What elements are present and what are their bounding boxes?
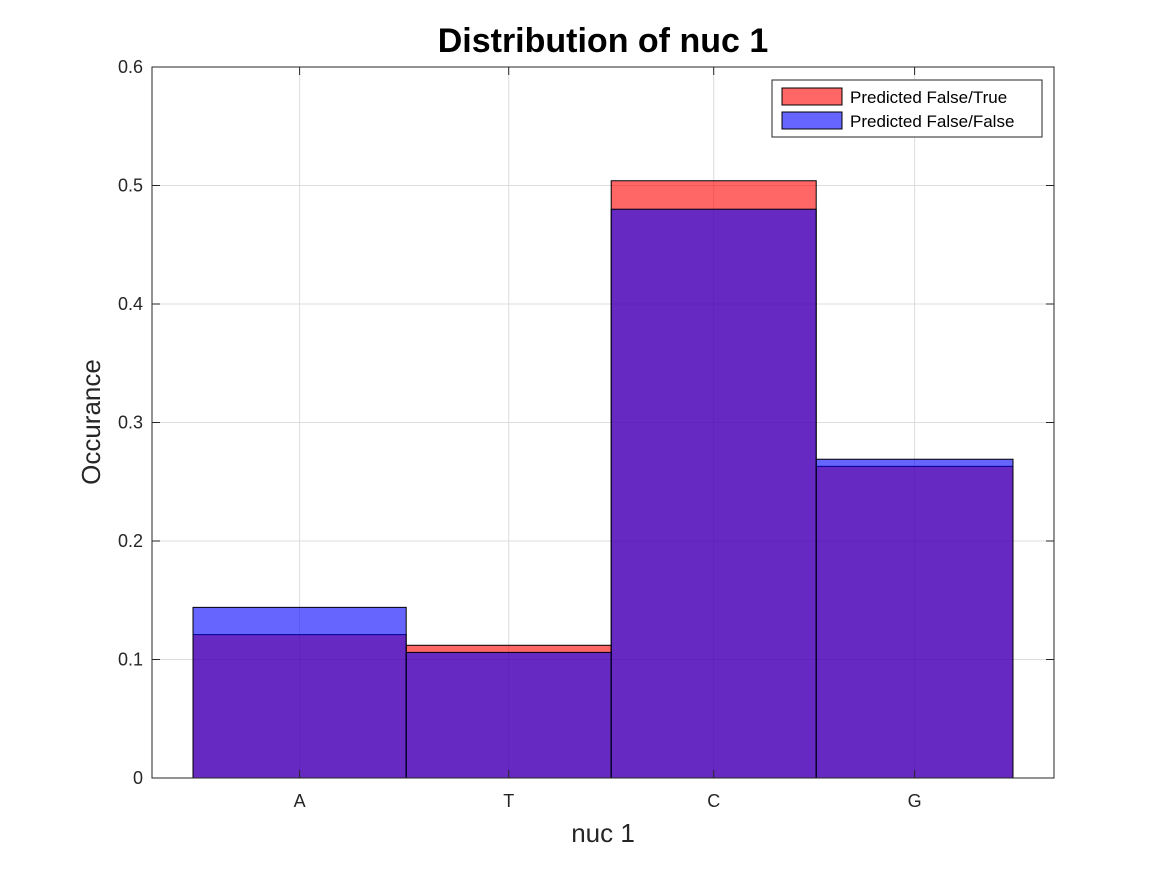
legend-swatch-false-false — [781, 111, 843, 130]
x-tick-label: A — [294, 791, 306, 811]
x-tick-label: C — [707, 791, 720, 811]
y-tick-label: 0 — [133, 768, 143, 788]
x-tick-label: G — [908, 791, 922, 811]
y-tick-label: 0.6 — [118, 57, 143, 77]
legend-swatch-false-true — [781, 87, 843, 106]
legend-label-false-false: Predicted False/False — [850, 112, 1014, 131]
legend-label-false-true: Predicted False/True — [850, 88, 1007, 107]
y-tick-label: 0.2 — [118, 531, 143, 551]
bars — [192, 180, 1014, 779]
axis-ticks — [152, 66, 1054, 779]
chart-title: Distribution of nuc 1 — [438, 22, 769, 60]
legend: Predicted False/True Predicted False/Fal… — [771, 79, 1043, 138]
bar-series-2-C — [610, 208, 817, 779]
y-tick-label: 0.1 — [118, 650, 143, 670]
y-axis-label: Occurance — [76, 359, 106, 485]
bar-series-2-G — [815, 458, 1014, 779]
bar-series-2-T — [405, 651, 612, 779]
y-tick-label: 0.4 — [118, 294, 143, 314]
x-axis-label: nuc 1 — [571, 818, 635, 848]
y-tick-label: 0.5 — [118, 176, 143, 196]
tick-labels: 0 0.1 0.2 0.3 0.4 0.5 0.6 A T C G — [118, 57, 922, 811]
x-tick-label: T — [503, 791, 514, 811]
y-tick-label: 0.3 — [118, 413, 143, 433]
bar-series-2-A — [192, 606, 407, 779]
